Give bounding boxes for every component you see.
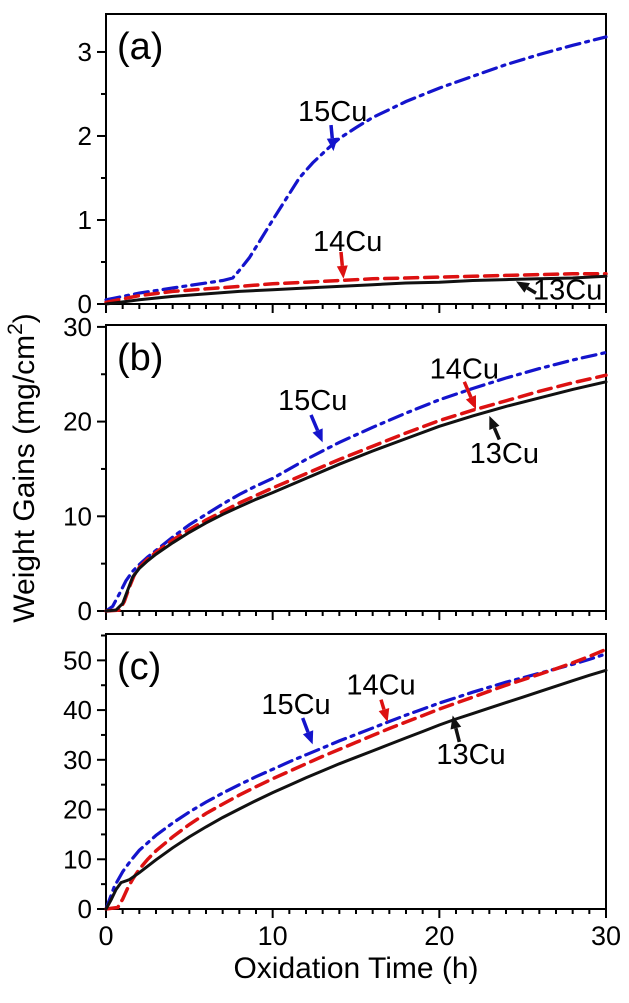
y-tick-label: 1 <box>78 205 92 235</box>
annotation-arrow-line-15Cu <box>301 717 310 733</box>
annotation-label-13Cu: 13Cu <box>470 438 539 470</box>
annotation-arrow-head-13Cu <box>489 415 500 431</box>
annotation-label-14Cu: 14Cu <box>313 226 382 258</box>
y-tick-label: 10 <box>63 501 92 531</box>
y-tick-label: 30 <box>63 745 92 775</box>
panels-group: 0 1 2 3 (a) 15Cu 14Cu 13Cu 0 10 20 30 (b) 15Cu 14Cu 13C… <box>63 13 621 951</box>
annotation-arrow-line-13Cu <box>492 427 501 441</box>
series-line-14Cu <box>104 373 608 613</box>
y-tick-label: 20 <box>63 407 92 437</box>
annotation-arrow-head-14Cu <box>336 265 348 279</box>
y-axis-title: Weight Gains (mg/cm2) <box>4 313 41 623</box>
annotation-arrow-line-13Cu <box>526 286 537 295</box>
series-line-15Cu <box>104 350 608 613</box>
panel-b: 0 10 20 30 (b) 15Cu 14Cu 13Cu <box>63 312 608 626</box>
annotation-arrow-head-13Cu <box>516 281 530 293</box>
y-tick-label: 50 <box>63 645 92 675</box>
series-line-15Cu <box>104 35 608 302</box>
x-tick-label: 30 <box>591 921 621 951</box>
y-tick-label: 0 <box>78 596 92 626</box>
series-line-13Cu <box>104 668 608 911</box>
y-tick-label: 20 <box>63 795 92 825</box>
annotation-arrow-line-13Cu <box>454 727 462 743</box>
annotation-label-15Cu: 15Cu <box>261 689 330 721</box>
panel-letter-b: (b) <box>117 337 163 379</box>
annotation-arrow-head-13Cu <box>450 715 462 730</box>
series-line-14Cu <box>104 647 608 911</box>
y-tick-label: 30 <box>63 312 92 342</box>
x-tick-label: 0 <box>98 921 113 951</box>
x-axis-title: Oxidation Time (h) <box>233 952 478 985</box>
annotation-arrow-line-15Cu <box>329 124 334 139</box>
y-tick-label: 2 <box>78 121 92 151</box>
y-tick-label: 10 <box>63 844 92 874</box>
x-tick-label: 10 <box>258 921 288 951</box>
annotation-arrow-line-14Cu <box>339 251 345 267</box>
y-tick-label: 40 <box>63 695 92 725</box>
annotation-arrow-head-15Cu <box>312 428 323 443</box>
annotation-arrow-line-14Cu <box>462 381 473 399</box>
panel-c: 0 10 20 30 40 50 0 10 20 30 (c) 15Cu 14Cu 13Cu <box>63 633 621 951</box>
series-line-13Cu <box>104 274 608 306</box>
y-tick-label: 0 <box>78 894 92 924</box>
annotation-label-14Cu: 14Cu <box>346 670 415 702</box>
annotation-label-13Cu: 13Cu <box>533 275 602 307</box>
panel-letter-a: (a) <box>117 26 163 68</box>
annotation-arrow-head-15Cu <box>326 137 338 152</box>
y-tick-label: 0 <box>78 289 92 319</box>
y-tick-label: 3 <box>78 37 92 67</box>
annotation-arrow-head-14Cu <box>465 395 476 410</box>
annotation-label-13Cu: 13Cu <box>436 739 505 771</box>
annotation-label-15Cu: 15Cu <box>278 385 347 417</box>
annotation-arrow-head-15Cu <box>302 730 314 745</box>
annotation-arrow-line-14Cu <box>379 699 386 711</box>
series-line-14Cu <box>104 272 608 305</box>
panel-letter-c: (c) <box>117 646 161 688</box>
x-tick-label: 20 <box>424 921 454 951</box>
annotation-label-14Cu: 14Cu <box>430 354 499 386</box>
series-line-15Cu <box>104 652 608 911</box>
panel-a: 0 1 2 3 (a) 15Cu 14Cu 13Cu <box>78 13 608 319</box>
annotation-arrow-line-15Cu <box>309 414 320 432</box>
annotation-label-15Cu: 15Cu <box>298 96 367 128</box>
annotation-arrow-head-14Cu <box>378 707 390 723</box>
series-line-13Cu <box>104 380 608 613</box>
